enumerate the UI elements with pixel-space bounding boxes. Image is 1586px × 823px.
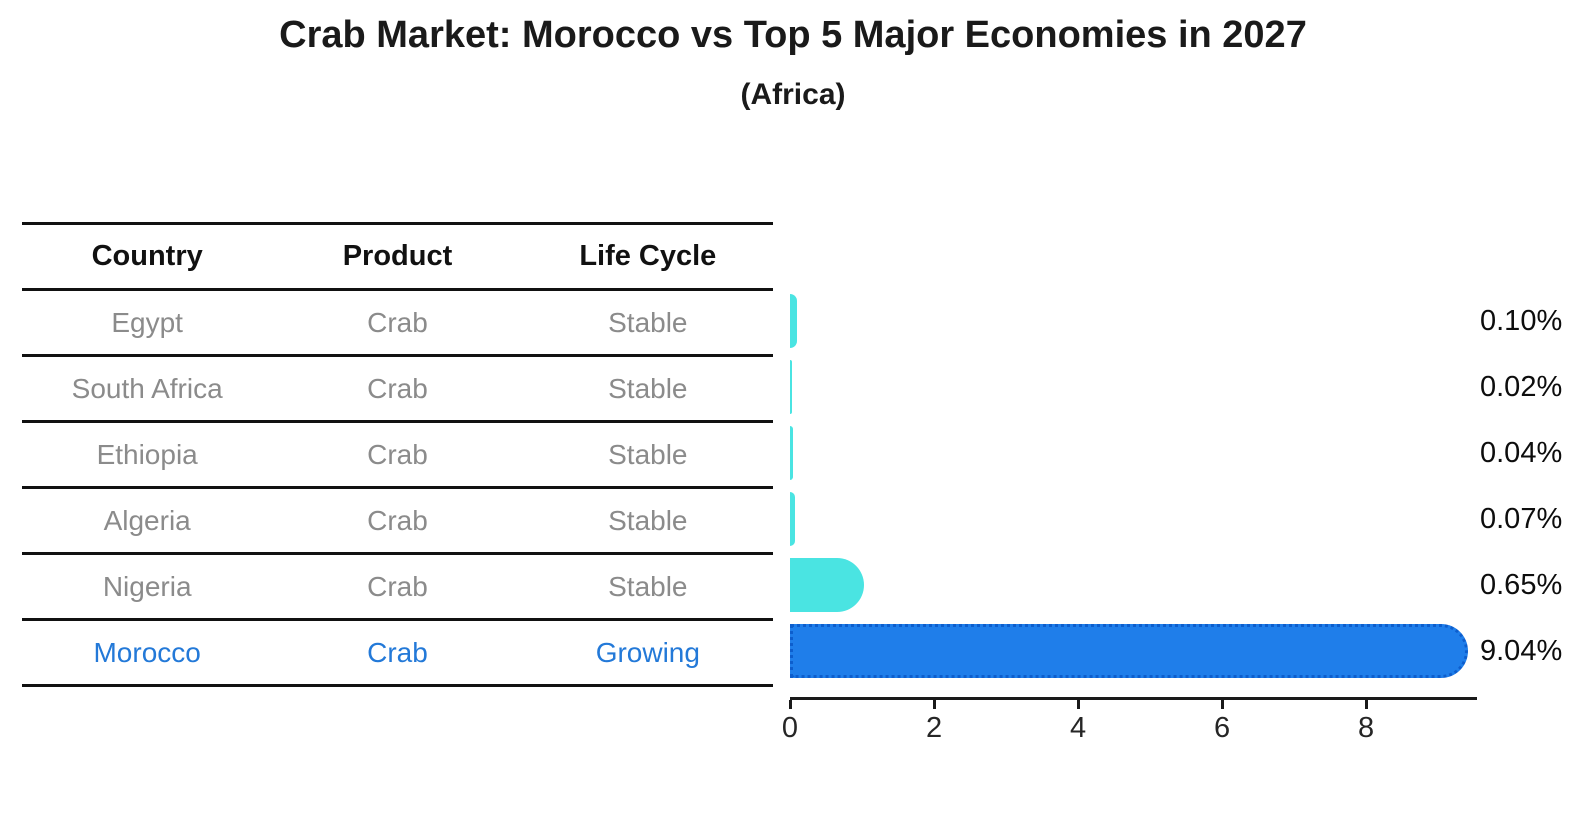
table-cell-product: Crab <box>367 306 428 338</box>
value-label-nigeria: 0.65% <box>1480 568 1563 601</box>
x-axis-tick-label: 2 <box>925 712 943 744</box>
table-row: Egypt Crab Stable <box>22 291 773 357</box>
table-header-country: Country <box>91 240 203 272</box>
bar-row <box>790 486 1477 552</box>
table-cell-country: Ethiopia <box>96 438 198 470</box>
value-label-spacer <box>1480 222 1586 288</box>
table-cell-product: Crab <box>367 636 428 668</box>
x-axis-tickmark <box>1365 700 1368 709</box>
value-label-morocco: 9.04% <box>1480 634 1563 667</box>
bar-row <box>790 354 1477 420</box>
value-label-south-africa: 0.02% <box>1480 370 1563 403</box>
table-cell-life-cycle: Stable <box>608 438 688 470</box>
value-label-algeria: 0.07% <box>1480 502 1563 535</box>
table-cell-life-cycle: Stable <box>608 570 688 602</box>
table-cell-country: Morocco <box>93 636 201 668</box>
x-axis-tickmark <box>1077 700 1080 709</box>
table-cell-life-cycle: Stable <box>608 504 688 536</box>
value-label-column: 0.10% 0.02% 0.04% 0.07% 0.65% 9.04% <box>1480 222 1586 684</box>
table-cell-product: Crab <box>367 438 428 470</box>
x-axis-tickmark <box>789 700 792 709</box>
bar-ethiopia <box>790 426 793 480</box>
table-cell-country: South Africa <box>71 372 223 404</box>
table-cell-product: Crab <box>367 372 428 404</box>
x-axis-tick-label: 0 <box>781 712 799 744</box>
bar-egypt <box>790 294 798 348</box>
plot-header-spacer <box>790 222 1477 288</box>
table-row: Nigeria Crab Stable <box>22 555 773 621</box>
value-label-ethiopia: 0.04% <box>1480 436 1563 469</box>
bar-morocco <box>790 624 1468 678</box>
x-axis-tick-label: 6 <box>1213 712 1231 744</box>
bar-row <box>790 618 1477 684</box>
table-row: South Africa Crab Stable <box>22 357 773 423</box>
chart-title: Crab Market: Morocco vs Top 5 Major Econ… <box>279 14 1307 56</box>
bar-south-africa <box>790 360 792 414</box>
table-cell-product: Crab <box>367 570 428 602</box>
x-axis: 0 2 4 6 8 <box>782 697 1477 757</box>
bar-chart-plot-area <box>790 222 1477 684</box>
chart-subtitle: (Africa) <box>740 78 846 111</box>
x-axis-spine <box>790 697 1477 700</box>
table-row: Ethiopia Crab Stable <box>22 423 773 489</box>
x-axis-tick-label: 4 <box>1069 712 1087 744</box>
table-header-product: Product <box>342 240 453 272</box>
table-row: Morocco Crab Growing <box>22 621 773 687</box>
table-cell-life-cycle: Stable <box>608 306 688 338</box>
x-axis-tickmark <box>1221 700 1224 709</box>
bar-row <box>790 420 1477 486</box>
bar-algeria <box>790 492 796 546</box>
x-axis-tickmark <box>933 700 936 709</box>
bar-row <box>790 552 1477 618</box>
table-cell-product: Crab <box>367 504 428 536</box>
x-axis-tick-label: 8 <box>1358 712 1375 744</box>
country-table: Country Product Life Cycle Egypt Crab St… <box>22 222 773 687</box>
table-header-row: Country Product Life Cycle <box>22 225 773 291</box>
bar-nigeria <box>790 558 864 612</box>
bar-row <box>790 288 1477 354</box>
table-header-life-cycle: Life Cycle <box>579 240 717 272</box>
table-row: Algeria Crab Stable <box>22 489 773 555</box>
table-cell-country: Nigeria <box>102 570 192 602</box>
value-label-egypt: 0.10% <box>1480 304 1563 337</box>
table-cell-life-cycle: Growing <box>595 636 700 668</box>
table-cell-country: Egypt <box>111 306 183 338</box>
table-cell-life-cycle: Stable <box>608 372 688 404</box>
table-cell-country: Algeria <box>103 504 191 536</box>
